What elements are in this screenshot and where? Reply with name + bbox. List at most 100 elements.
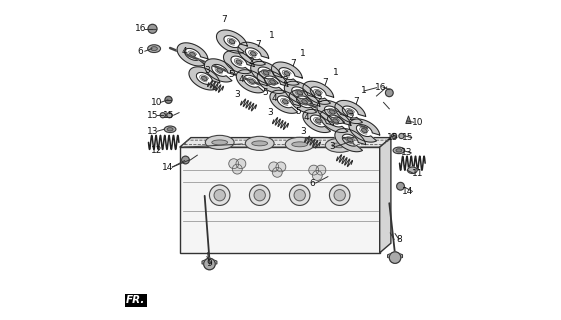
Text: 15: 15: [147, 111, 158, 120]
Text: 4: 4: [272, 94, 277, 103]
Polygon shape: [204, 59, 235, 82]
Polygon shape: [335, 100, 366, 124]
Circle shape: [273, 167, 282, 177]
Circle shape: [309, 165, 319, 175]
Polygon shape: [270, 90, 301, 113]
Text: 7: 7: [322, 78, 328, 87]
Polygon shape: [217, 30, 247, 53]
Circle shape: [399, 133, 404, 139]
Polygon shape: [349, 119, 380, 142]
Circle shape: [232, 164, 242, 174]
Text: 3: 3: [204, 66, 210, 75]
Circle shape: [269, 162, 279, 172]
Polygon shape: [217, 68, 223, 72]
Polygon shape: [315, 119, 321, 123]
Circle shape: [160, 113, 165, 118]
Text: 6: 6: [138, 47, 144, 56]
Text: 13: 13: [401, 148, 413, 157]
Text: 3: 3: [329, 142, 334, 151]
Polygon shape: [380, 138, 391, 253]
Polygon shape: [236, 60, 242, 64]
Text: 10: 10: [412, 118, 423, 127]
Polygon shape: [303, 109, 334, 132]
Text: 12: 12: [151, 146, 162, 155]
Polygon shape: [303, 81, 334, 104]
Text: 11: 11: [412, 169, 423, 178]
Circle shape: [236, 159, 246, 169]
Polygon shape: [284, 81, 315, 104]
Circle shape: [250, 185, 270, 205]
Circle shape: [148, 24, 157, 33]
Text: 15: 15: [402, 133, 413, 142]
Text: 5: 5: [262, 88, 268, 97]
Polygon shape: [406, 116, 411, 124]
Circle shape: [167, 113, 172, 118]
Text: 2: 2: [249, 57, 254, 66]
Polygon shape: [180, 147, 380, 253]
Polygon shape: [236, 70, 267, 93]
Text: 6: 6: [309, 179, 315, 188]
Text: 9: 9: [206, 260, 212, 268]
Polygon shape: [251, 61, 282, 84]
Ellipse shape: [396, 149, 402, 152]
Polygon shape: [249, 79, 255, 83]
Ellipse shape: [332, 143, 348, 148]
Text: 1: 1: [269, 31, 274, 40]
Polygon shape: [270, 80, 275, 84]
Text: 2: 2: [283, 76, 288, 85]
Text: 8: 8: [396, 235, 402, 244]
Polygon shape: [302, 100, 307, 104]
Circle shape: [229, 159, 238, 169]
Polygon shape: [238, 42, 269, 65]
Ellipse shape: [393, 147, 404, 154]
Ellipse shape: [148, 45, 160, 52]
Text: 5: 5: [228, 70, 234, 79]
Text: 5: 5: [296, 107, 301, 116]
Polygon shape: [347, 138, 353, 142]
Polygon shape: [315, 91, 321, 95]
Polygon shape: [388, 252, 403, 258]
Text: 7: 7: [353, 97, 359, 106]
Ellipse shape: [167, 128, 173, 131]
Ellipse shape: [252, 141, 268, 146]
Ellipse shape: [212, 140, 228, 145]
Polygon shape: [289, 90, 320, 113]
Text: 15: 15: [387, 133, 398, 142]
Circle shape: [389, 252, 401, 263]
Polygon shape: [263, 71, 269, 75]
Ellipse shape: [205, 135, 234, 149]
Polygon shape: [257, 70, 288, 93]
Polygon shape: [177, 43, 208, 66]
Text: 1: 1: [333, 68, 338, 77]
Text: 16: 16: [135, 24, 146, 33]
Circle shape: [214, 189, 226, 201]
Polygon shape: [283, 100, 288, 104]
Text: 3: 3: [301, 127, 306, 136]
Ellipse shape: [151, 47, 157, 51]
Circle shape: [385, 89, 393, 97]
Text: 2: 2: [349, 113, 355, 122]
Polygon shape: [284, 72, 289, 76]
Text: FR.: FR.: [126, 295, 145, 305]
Polygon shape: [229, 40, 234, 44]
Polygon shape: [272, 62, 302, 85]
Text: 4: 4: [182, 47, 187, 56]
Polygon shape: [335, 129, 366, 152]
Text: 13: 13: [147, 127, 158, 136]
Polygon shape: [190, 52, 195, 56]
Polygon shape: [333, 119, 338, 123]
Circle shape: [182, 156, 189, 164]
Text: 1: 1: [300, 49, 306, 58]
Text: 1: 1: [361, 86, 366, 95]
Circle shape: [254, 189, 265, 201]
Text: 3: 3: [268, 108, 273, 117]
Polygon shape: [317, 100, 348, 124]
Polygon shape: [223, 51, 254, 74]
Text: 7: 7: [255, 40, 261, 49]
Text: 14: 14: [162, 163, 173, 172]
Circle shape: [294, 189, 305, 201]
Polygon shape: [201, 76, 207, 80]
Polygon shape: [362, 129, 367, 132]
Circle shape: [165, 96, 172, 103]
Text: 4: 4: [304, 113, 310, 122]
